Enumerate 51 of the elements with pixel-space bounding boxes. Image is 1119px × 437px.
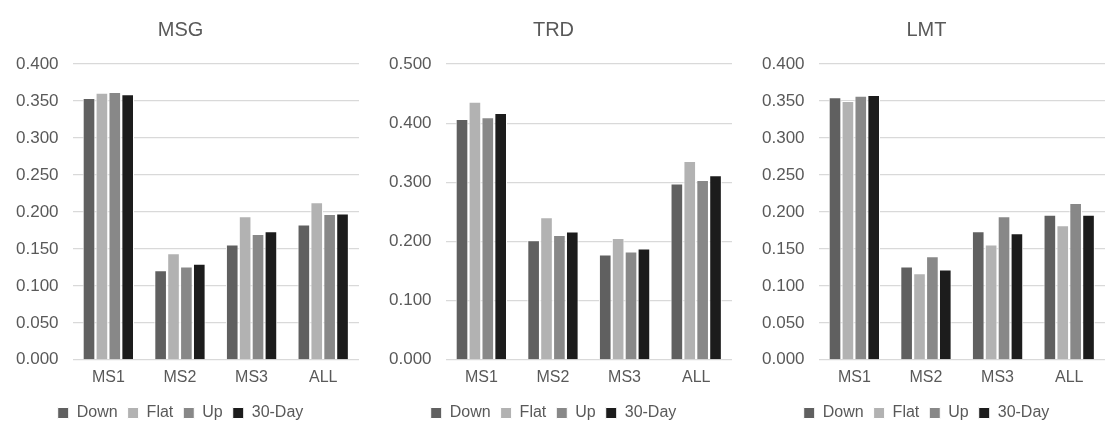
- legend-label: 30-Day: [624, 403, 677, 421]
- y-tick-label: 0.200: [761, 201, 805, 221]
- x-tick-label: MS2: [909, 367, 943, 385]
- x-tick-label: MS1: [464, 367, 498, 385]
- y-tick-label: 0.050: [761, 312, 805, 332]
- chart-title: MSG: [157, 17, 204, 40]
- chart-title: TRD: [532, 17, 575, 40]
- legend-label: Flat: [892, 403, 920, 421]
- y-tick-label: 0.000: [15, 349, 59, 369]
- y-tick-label: 0.500: [388, 53, 432, 73]
- y-tick-label: 0.200: [15, 201, 59, 221]
- chart-title: LMT: [906, 17, 947, 40]
- legend-label: Up: [948, 403, 969, 421]
- y-tick-label: 0.350: [15, 90, 59, 110]
- y-tick-label: 0.300: [388, 172, 432, 192]
- x-tick-label: MS3: [608, 367, 642, 385]
- y-tick-label: 0.150: [15, 238, 59, 258]
- x-tick-label: MS3: [235, 367, 269, 385]
- y-tick-label: 0.250: [15, 164, 59, 184]
- y-tick-label: 0.300: [761, 127, 805, 147]
- legend-label: Flat: [519, 403, 547, 421]
- legend-label: 30-Day: [997, 403, 1050, 421]
- y-tick-label: 0.250: [761, 164, 805, 184]
- y-tick-label: 0.400: [761, 53, 805, 73]
- x-tick-label: MS2: [163, 367, 197, 385]
- x-tick-label: ALL: [308, 367, 338, 385]
- y-tick-label: 0.100: [15, 275, 59, 295]
- legend-label: Down: [822, 403, 864, 421]
- y-tick-label: 0.000: [761, 349, 805, 369]
- y-tick-label: 0.100: [761, 275, 805, 295]
- y-tick-label: 0.200: [388, 231, 432, 251]
- legend-label: Up: [575, 403, 596, 421]
- x-tick-label: MS3: [981, 367, 1015, 385]
- x-tick-label: ALL: [1054, 367, 1084, 385]
- legend-label: Up: [202, 403, 223, 421]
- y-tick-label: 0.050: [15, 312, 59, 332]
- legend-label: Down: [76, 403, 118, 421]
- y-tick-label: 0.350: [761, 90, 805, 110]
- y-tick-label: 0.100: [388, 290, 432, 310]
- legend-label: Down: [449, 403, 491, 421]
- y-tick-label: 0.150: [761, 238, 805, 258]
- y-tick-label: 0.400: [388, 112, 432, 132]
- y-tick-label: 0.000: [388, 349, 432, 369]
- x-tick-label: ALL: [681, 367, 711, 385]
- x-tick-label: MS2: [536, 367, 570, 385]
- y-tick-label: 0.300: [15, 127, 59, 147]
- y-tick-label: 0.400: [15, 53, 59, 73]
- legend-label: 30-Day: [251, 403, 304, 421]
- x-tick-label: MS1: [837, 367, 871, 385]
- x-tick-label: MS1: [91, 367, 125, 385]
- legend-label: Flat: [146, 403, 174, 421]
